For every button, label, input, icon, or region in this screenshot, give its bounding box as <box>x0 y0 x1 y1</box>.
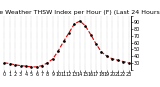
Title: Milwaukee Weather THSW Index per Hour (F) (Last 24 Hours): Milwaukee Weather THSW Index per Hour (F… <box>0 10 160 15</box>
